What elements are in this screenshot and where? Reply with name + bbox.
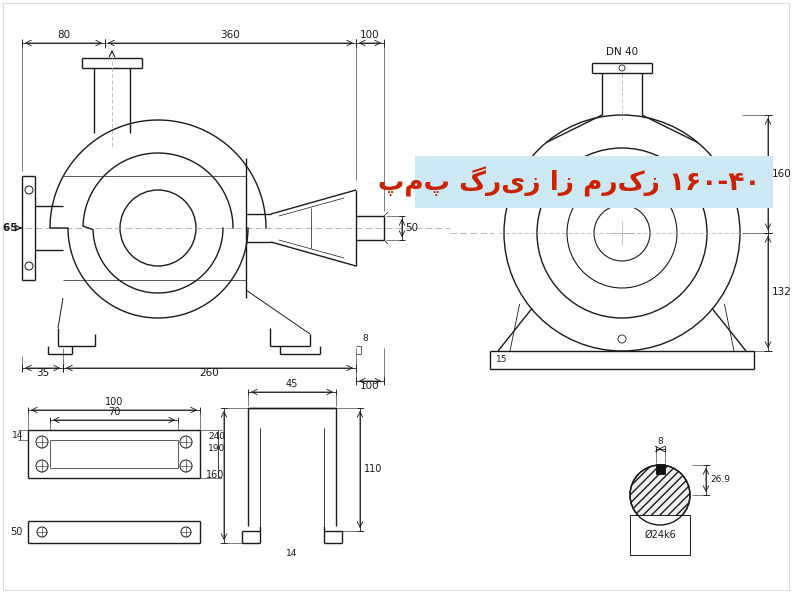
Text: 160: 160 (772, 169, 792, 179)
Text: پمپ گریز از مرکز ۱۶۰-۴۰: پمپ گریز از مرکز ۱۶۰-۴۰ (379, 167, 761, 197)
Polygon shape (656, 464, 664, 474)
Text: 45: 45 (286, 379, 298, 389)
Text: 160: 160 (206, 470, 224, 480)
Text: Ø24k6: Ø24k6 (644, 530, 676, 540)
Text: 110: 110 (364, 464, 383, 474)
Text: 132: 132 (772, 287, 792, 297)
Text: 360: 360 (221, 30, 241, 40)
Text: 8: 8 (657, 437, 663, 446)
Text: 100: 100 (360, 30, 380, 40)
Text: 14: 14 (12, 431, 23, 440)
Text: DN 65: DN 65 (0, 223, 17, 233)
Text: 35: 35 (36, 368, 49, 378)
Text: DN 40: DN 40 (606, 47, 638, 57)
Text: 14: 14 (287, 549, 298, 558)
Text: 8: 8 (362, 334, 367, 343)
Text: 26.9: 26.9 (710, 476, 730, 484)
Text: 240: 240 (208, 432, 225, 441)
Text: 100: 100 (360, 381, 380, 391)
Text: 190: 190 (208, 444, 225, 453)
Text: 100: 100 (105, 397, 124, 407)
Text: 70: 70 (108, 407, 120, 417)
Text: 15: 15 (496, 355, 508, 365)
Bar (415, 156, 773, 208)
Text: 80: 80 (57, 30, 70, 40)
Circle shape (630, 465, 690, 525)
Text: 50: 50 (10, 527, 23, 537)
Text: 50: 50 (405, 223, 418, 233)
Text: 260: 260 (200, 368, 219, 378)
